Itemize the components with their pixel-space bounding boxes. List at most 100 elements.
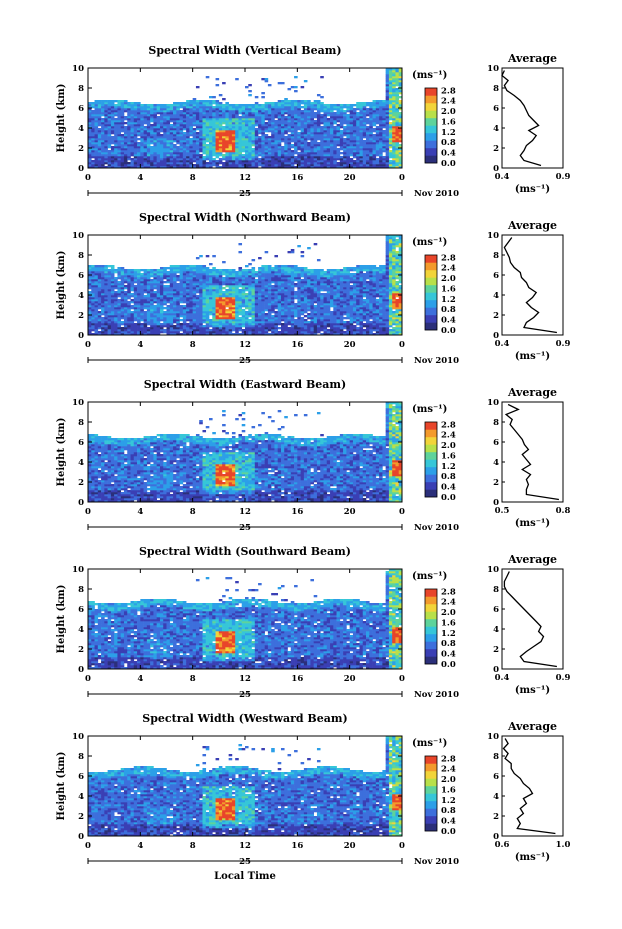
avg-ytick-label: 10 (487, 398, 499, 408)
colorbar-tick-label: 2.0 (441, 441, 456, 451)
colorbar-label: (ms⁻¹) (412, 70, 447, 81)
avg-profile-line (504, 403, 559, 501)
colorbar-tick-label: 0.0 (441, 493, 456, 503)
avg-ytick-label: 6 (493, 104, 499, 114)
ytick-label: 10 (72, 398, 84, 408)
ytick-label: 10 (72, 231, 84, 241)
ytick-label: 0 (78, 832, 84, 842)
avg-xtick-label: 1.0 (556, 840, 571, 850)
xtick-label: 20 (344, 841, 356, 851)
avg-ytick-label: 0 (493, 498, 499, 508)
avg-profile-line (503, 237, 557, 334)
ytick-label: 2 (78, 645, 84, 655)
colorbar-tick-label: 0.0 (441, 660, 456, 670)
xtick-label: 8 (190, 173, 196, 183)
panel-5: Spectral Width (Westward Beam) 0 2 4 6 8 10 Hei… (56, 712, 570, 867)
xtick-label: 0 (399, 340, 405, 350)
ytick-label: 4 (78, 792, 84, 802)
panel-title: Spectral Width (Eastward Beam) (144, 378, 346, 391)
colorbar-swatch (425, 118, 437, 126)
colorbar-tick-label: 1.2 (441, 796, 456, 806)
colorbar-swatch (425, 255, 437, 263)
panel-4: Spectral Width (Southward Beam) 0 2 4 6 8 10 He… (56, 545, 570, 700)
colorbar-swatch (425, 823, 437, 832)
avg-xtick-label: 0.6 (495, 840, 510, 850)
panel-title: Spectral Width (Vertical Beam) (148, 44, 341, 57)
colorbar-tick-label: 0.0 (441, 827, 456, 837)
heatmap-field (88, 569, 403, 670)
avg-xtick-label: 0.5 (495, 506, 510, 516)
colorbar-swatch (425, 801, 437, 809)
colorbar-swatch (425, 148, 437, 156)
avg-ytick-label: 10 (487, 231, 499, 241)
avg-profile-line (501, 70, 542, 167)
day-label: 25 (239, 857, 251, 867)
avg-ytick-label: 8 (493, 84, 499, 94)
colorbar-swatch (425, 793, 437, 802)
colorbar-swatch (425, 778, 437, 787)
colorbar-tick-label: 0.4 (441, 316, 456, 326)
xtick-label: 12 (239, 841, 251, 851)
avg-x-label: (ms⁻¹) (515, 518, 550, 529)
ytick-label: 2 (78, 478, 84, 488)
colorbar-swatch (425, 649, 437, 657)
month-label: Nov 2010 (414, 189, 459, 199)
xtick-label: 12 (239, 507, 251, 517)
xtick-label: 0 (85, 841, 91, 851)
avg-frame (501, 67, 564, 169)
colorbar-swatch (425, 437, 437, 445)
colorbar-label: (ms⁻¹) (412, 404, 447, 415)
avg-x-label: (ms⁻¹) (515, 685, 550, 696)
xtick-label: 0 (85, 340, 91, 350)
colorbar-tick-label: 0.4 (441, 650, 456, 660)
colorbar-tick-label: 0.4 (441, 817, 456, 827)
avg-title: Average (507, 219, 557, 232)
panel-1: Spectral Width (Vertical Beam) 0 2 4 6 8 10 Hei… (56, 44, 570, 199)
colorbar-swatch (425, 444, 437, 453)
colorbar-swatch (425, 277, 437, 286)
colorbar-frame (424, 755, 438, 832)
day-label: 25 (239, 523, 251, 533)
avg-title: Average (507, 553, 557, 566)
ytick-label: 10 (72, 64, 84, 74)
xtick-label: 0 (399, 173, 405, 183)
colorbar-swatch (425, 315, 437, 323)
colorbar-frame (424, 87, 438, 164)
colorbar-swatch (425, 771, 437, 779)
ytick-label: 4 (78, 458, 84, 468)
xtick-label: 20 (344, 507, 356, 517)
xtick-label: 20 (344, 173, 356, 183)
avg-ytick-label: 2 (493, 812, 499, 822)
colorbar-tick-label: 0.4 (441, 149, 456, 159)
ytick-label: 2 (78, 311, 84, 321)
colorbar-frame (424, 588, 438, 665)
colorbar-tick-label: 0.8 (441, 138, 456, 148)
avg-xtick-label: 0.9 (556, 172, 571, 182)
ytick-label: 6 (78, 772, 84, 782)
colorbar-tick-label: 2.4 (441, 97, 456, 107)
panel-title: Spectral Width (Southward Beam) (139, 545, 351, 558)
colorbar-swatch (425, 786, 437, 794)
colorbar-tick-label: 0.8 (441, 639, 456, 649)
panel-title: Spectral Width (Northward Beam) (139, 211, 351, 224)
ytick-label: 8 (78, 251, 84, 261)
heatmap-field (88, 68, 403, 169)
colorbar-swatch (425, 482, 437, 490)
colorbar-tick-label: 2.4 (441, 598, 456, 608)
colorbar-tick-label: 1.2 (441, 295, 456, 305)
colorbar-swatch (425, 604, 437, 612)
colorbar-tick-label: 0.0 (441, 326, 456, 336)
colorbar-swatch (425, 95, 437, 104)
avg-ytick-label: 2 (493, 311, 499, 321)
colorbar-swatch (425, 452, 437, 460)
avg-ytick-label: 4 (493, 792, 499, 802)
xtick-label: 12 (239, 173, 251, 183)
colorbar-swatch (425, 292, 437, 301)
xtick-label: 16 (291, 507, 303, 517)
xtick-label: 0 (399, 507, 405, 517)
ytick-label: 4 (78, 124, 84, 134)
avg-title: Average (507, 720, 557, 733)
colorbar-tick-label: 1.6 (441, 785, 456, 795)
colorbar-swatch (425, 125, 437, 134)
y-axis-label: Height (km) (56, 418, 67, 487)
